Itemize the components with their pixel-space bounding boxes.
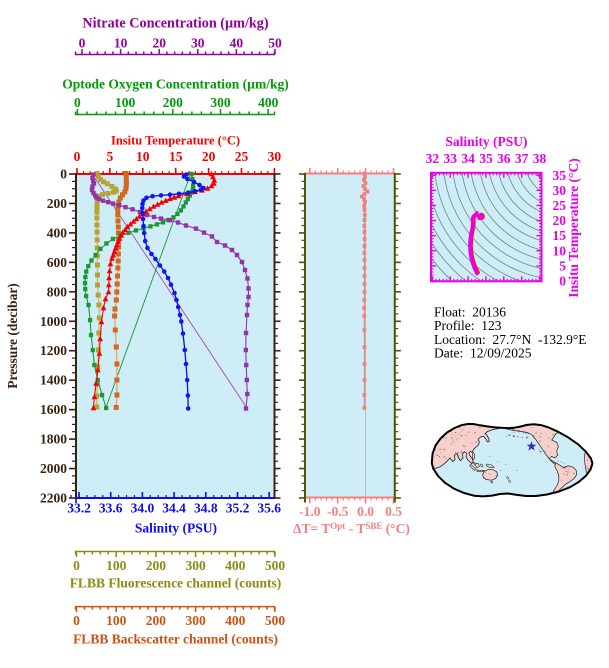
svg-text:35.2: 35.2 [226,501,250,516]
svg-text:20: 20 [202,149,216,164]
svg-text:0: 0 [73,558,80,573]
svg-text:33: 33 [444,151,458,166]
svg-text:15: 15 [169,149,183,164]
svg-text:0: 0 [79,36,86,51]
svg-text:100: 100 [106,613,127,628]
svg-text:5: 5 [559,258,566,273]
svg-text:Float: 20136: Float: 20136 [434,305,506,320]
svg-text:100: 100 [115,95,136,110]
svg-text:1400: 1400 [40,373,67,388]
svg-text:200: 200 [146,613,167,628]
svg-text:33.2: 33.2 [67,501,91,516]
svg-text:200: 200 [47,196,68,211]
svg-text:15: 15 [553,228,567,243]
svg-text:20: 20 [152,36,166,51]
svg-text:Salinity (PSU): Salinity (PSU) [135,521,217,536]
svg-text:33.6: 33.6 [99,501,123,516]
svg-text:1000: 1000 [40,314,67,329]
svg-text:200: 200 [163,95,184,110]
svg-text:0: 0 [60,167,67,182]
svg-text:Insitu Temperature (°C): Insitu Temperature (°C) [566,158,581,297]
svg-text:0.5: 0.5 [385,504,402,519]
svg-text:Date: 12/09/2025: Date: 12/09/2025 [434,345,532,360]
svg-text:10: 10 [114,36,128,51]
svg-text:37: 37 [515,151,529,166]
svg-text:100: 100 [106,558,127,573]
svg-text:300: 300 [185,613,206,628]
svg-text:25: 25 [235,149,249,164]
svg-text:30: 30 [268,149,282,164]
svg-text:400: 400 [225,613,246,628]
svg-text:30: 30 [553,183,567,198]
svg-text:36: 36 [497,151,511,166]
svg-text:50: 50 [268,36,282,51]
svg-text:400: 400 [225,558,246,573]
svg-text:30: 30 [191,36,205,51]
svg-text:300: 300 [210,95,231,110]
svg-text:10: 10 [553,243,567,258]
svg-text:32: 32 [426,151,440,166]
svg-text:34: 34 [461,151,475,166]
svg-text:Pressure (decibar): Pressure (decibar) [5,283,20,389]
svg-text:0: 0 [73,613,80,628]
svg-text:300: 300 [185,558,206,573]
svg-text:Salinity (PSU): Salinity (PSU) [445,134,527,149]
svg-text:35: 35 [553,168,567,183]
svg-text:0: 0 [74,149,81,164]
svg-text:34.8: 34.8 [194,501,218,516]
svg-text:1600: 1600 [40,402,67,417]
svg-text:35.6: 35.6 [257,501,281,516]
svg-text:600: 600 [47,255,68,270]
svg-text:40: 40 [230,36,244,51]
svg-text:FLBB Fluorescence channel (cou: FLBB Fluorescence channel (counts) [70,576,282,591]
svg-text:0: 0 [74,95,81,110]
svg-text:Profile: 123: Profile: 123 [434,318,502,333]
svg-text:0.0: 0.0 [357,504,374,519]
svg-text:Insitu Temperature (°C): Insitu Temperature (°C) [111,134,240,148]
svg-text:Location: 27.7°N -132.9°E: Location: 27.7°N -132.9°E [434,332,587,347]
svg-text:5: 5 [107,149,114,164]
svg-text:200: 200 [146,558,167,573]
svg-text:500: 500 [265,613,286,628]
svg-text:-0.5: -0.5 [327,504,349,519]
svg-text:500: 500 [265,558,286,573]
svg-text:-1.0: -1.0 [299,504,321,519]
svg-text:38: 38 [533,151,547,166]
svg-text:800: 800 [47,284,68,299]
svg-text:400: 400 [258,95,279,110]
svg-text:2200: 2200 [40,491,67,506]
svg-text:25: 25 [553,198,567,213]
svg-text:1200: 1200 [40,343,67,358]
svg-text:10: 10 [136,149,150,164]
svg-text:400: 400 [47,225,68,240]
svg-text:Optode Oxygen Concentration (µ: Optode Oxygen Concentration (µm/kg) [62,77,288,92]
svg-text:34.0: 34.0 [131,501,155,516]
svg-text:35: 35 [479,151,493,166]
svg-text:FLBB Backscatter channel (coun: FLBB Backscatter channel (counts) [73,632,278,647]
svg-text:1800: 1800 [40,432,67,447]
svg-text:Nitrate Concentration (µm/kg): Nitrate Concentration (µm/kg) [82,16,269,32]
svg-text:20: 20 [553,213,567,228]
svg-text:0: 0 [559,274,566,289]
svg-text:ΔT= TOpt - TSBE (°C): ΔT= TOpt - TSBE (°C) [293,521,410,536]
svg-text:2000: 2000 [40,461,67,476]
svg-text:34.4: 34.4 [162,501,186,516]
